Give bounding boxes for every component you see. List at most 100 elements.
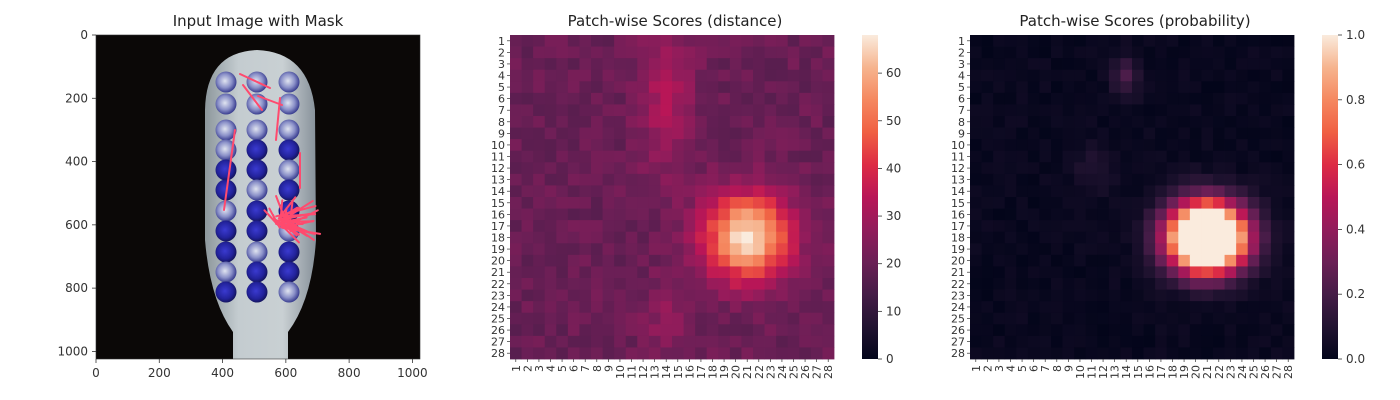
heatmap-cell: [567, 173, 580, 186]
heatmap-cell: [602, 104, 615, 117]
heatmap-cell: [614, 58, 627, 71]
heatmap-cell: [706, 231, 719, 244]
heatmap-cell: [1213, 46, 1225, 59]
heatmap-cell: [1247, 46, 1260, 59]
heatmap-cell: [1236, 139, 1249, 152]
heatmap-cell: [579, 243, 592, 256]
heatmap-cell: [1247, 185, 1260, 198]
heatmap-cell: [764, 104, 777, 117]
heatmap-cell: [1282, 324, 1295, 337]
col-label: 11: [1086, 365, 1099, 379]
heatmap-cell: [1213, 208, 1225, 221]
heatmap-cell: [764, 173, 777, 186]
heatmap-cell: [1062, 208, 1075, 221]
heatmap-cell: [1236, 335, 1249, 348]
heatmap-cell: [1213, 324, 1225, 337]
heatmap-cell: [1282, 139, 1295, 152]
heatmap-cell: [579, 324, 592, 337]
heatmap-cell: [1189, 335, 1202, 348]
heatmap-cell: [1132, 127, 1144, 140]
heatmap-cell: [1143, 162, 1156, 175]
heatmap-cell: [556, 335, 569, 348]
heatmap-cell: [810, 104, 823, 117]
heatmap-cell: [1189, 278, 1202, 290]
heatmap-cell: [1189, 127, 1202, 140]
heatmap-cell: [556, 278, 569, 290]
heatmap-cell: [1259, 289, 1272, 302]
heatmap-cell: [544, 162, 557, 175]
row-label: 6: [498, 93, 505, 106]
heatmap-cell: [591, 162, 603, 175]
heatmap-cell: [810, 69, 823, 82]
heatmap-cell: [1155, 220, 1168, 233]
heatmap-cell: [625, 35, 638, 47]
heatmap-cell: [567, 278, 580, 290]
heatmap-cell: [741, 69, 754, 82]
heatmap-cell: [776, 324, 789, 337]
heatmap-cell: [1120, 243, 1133, 256]
heatmap-cell: [1213, 58, 1225, 71]
heatmap-cell: [1189, 69, 1202, 82]
heatmap-cell: [1155, 127, 1168, 140]
heatmap-cell: [970, 335, 982, 348]
heatmap-cell: [970, 243, 982, 256]
heatmap-cell: [579, 35, 592, 47]
heatmap-cell: [764, 289, 777, 302]
heatmap-cell: [1051, 347, 1063, 360]
heatmap-cell: [1097, 116, 1110, 128]
heatmap-cell: [729, 127, 742, 140]
heatmap-cell: [1004, 289, 1017, 302]
heatmap-cell: [810, 46, 823, 59]
heatmap-cell: [787, 278, 800, 290]
heatmap-cell: [1085, 127, 1098, 140]
heatmap-cell: [993, 46, 1006, 59]
heatmap-cell: [510, 266, 522, 279]
heatmap-cell: [521, 81, 534, 94]
heatmap-cell: [1143, 301, 1156, 314]
x-tick-label: 200: [148, 366, 171, 380]
heatmap-cell: [1155, 278, 1168, 290]
heatmap-cell: [1236, 197, 1249, 209]
heatmap-cell: [1085, 116, 1098, 128]
heatmap-cell: [822, 208, 835, 221]
heatmap-cell: [1004, 173, 1017, 186]
heatmap-cell: [822, 301, 835, 314]
heatmap-cell: [799, 254, 812, 267]
heatmap-cell: [648, 347, 661, 360]
heatmap-cell: [1213, 335, 1225, 348]
heatmap-cell: [1236, 266, 1249, 279]
heatmap-cell: [1074, 324, 1087, 337]
heatmap-cell: [1132, 231, 1144, 244]
heatmap-cell: [1039, 243, 1052, 256]
heatmap-cell: [718, 312, 731, 325]
heatmap-cell: [1143, 266, 1156, 279]
heatmap-cell: [753, 139, 765, 152]
heatmap-cell: [579, 197, 592, 209]
heatmap-cell: [1247, 116, 1260, 128]
heatmap-cell: [591, 243, 603, 256]
col-label: 7: [579, 365, 592, 372]
heatmap-cell: [764, 185, 777, 198]
heatmap-cell: [1247, 162, 1260, 175]
heatmap-cell: [1178, 254, 1191, 267]
heatmap-cell: [1166, 347, 1179, 360]
heatmap-cell: [718, 58, 731, 71]
heatmap-cell: [1062, 81, 1075, 94]
heatmap-cell: [521, 35, 534, 47]
heatmap-cell: [706, 324, 719, 337]
heatmap-cell: [672, 116, 684, 128]
heatmap-cell: [718, 162, 731, 175]
heatmap-cell: [1051, 312, 1063, 325]
heatmap-cell: [1224, 324, 1237, 337]
heatmap-cell: [1270, 69, 1283, 82]
heatmap-cell: [521, 185, 534, 198]
heatmap-cell: [1062, 139, 1075, 152]
x-tick-label: 400: [211, 366, 234, 380]
heatmap-cell: [822, 92, 835, 105]
heatmap-cell: [822, 197, 835, 209]
heatmap-cell: [718, 324, 731, 337]
heatmap-cell: [614, 81, 627, 94]
heatmap-cell: [1039, 69, 1052, 82]
